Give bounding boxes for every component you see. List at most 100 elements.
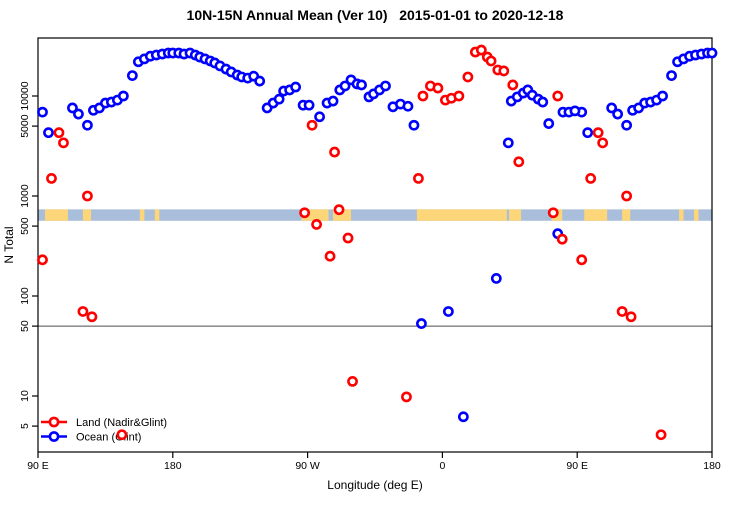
data-point-ocean: [314, 111, 325, 123]
data-point-ocean: [303, 99, 315, 111]
axes-group: [32, 37, 713, 458]
data-point-ocean: [537, 96, 549, 108]
data-point-land: [432, 82, 444, 94]
band-land-segment: [416, 209, 507, 221]
data-point-ocean: [43, 127, 54, 139]
legend-item-label: Ocean (Glint): [76, 432, 141, 444]
y-tick-label: 5: [19, 423, 31, 429]
data-point-ocean: [126, 70, 138, 81]
y-tick-label: 10: [19, 390, 31, 402]
legend: Land (Nadir&Glint) Ocean (Glint): [41, 416, 167, 444]
data-point-ocean: [490, 272, 502, 284]
data-point-ocean: [402, 100, 414, 112]
data-point-land: [475, 44, 487, 56]
data-point-land: [616, 306, 628, 317]
data-point-ocean: [657, 90, 668, 102]
data-point-land: [498, 65, 510, 77]
data-point-ocean: [621, 119, 633, 131]
band-land-segment: [301, 209, 329, 221]
data-point-ocean: [442, 306, 454, 317]
data-point-ocean: [82, 119, 93, 131]
data-point-land: [401, 391, 412, 403]
data-point-land: [77, 306, 89, 317]
data-point-ocean: [569, 105, 581, 117]
data-point-ocean: [327, 95, 339, 107]
data-point-ocean: [582, 127, 594, 139]
band-land-segment: [45, 209, 68, 221]
data-point-land: [306, 119, 318, 131]
data-points: [37, 44, 718, 441]
data-point-land: [37, 254, 48, 266]
data-point-land: [82, 190, 93, 202]
band-land-segment: [679, 209, 684, 221]
data-point-ocean: [67, 102, 78, 114]
data-point-land: [552, 90, 564, 102]
data-point-land: [333, 204, 345, 216]
band-land-segment: [509, 209, 522, 221]
legend-marker: [48, 431, 60, 442]
data-point-land: [342, 232, 354, 244]
data-point-land: [453, 90, 465, 102]
data-point-land: [621, 190, 633, 202]
data-point-ocean: [254, 75, 266, 87]
x-axis-label: Longitude (deg E): [327, 478, 422, 492]
data-point-ocean: [408, 119, 420, 131]
y-tick-label: 50: [19, 320, 31, 332]
data-point-land: [625, 311, 637, 323]
data-point-ocean: [416, 318, 427, 329]
data-point-land: [507, 79, 519, 91]
data-point-land: [53, 127, 65, 139]
data-point-ocean: [73, 108, 84, 120]
data-point-ocean: [290, 81, 302, 93]
x-tick-label: 90 W: [295, 460, 320, 472]
y-tick-label: 10000: [19, 81, 31, 110]
legend-item-label: Land (Nadir&Glint): [76, 417, 167, 429]
data-point-ocean: [612, 108, 624, 120]
data-point-ocean: [543, 118, 555, 129]
tick-label-group: 90 E 180 90 W 0 90 E 180 5 10 50 100 500 1000 5000 10…: [19, 81, 721, 472]
data-point-land: [597, 137, 609, 149]
data-point-ocean: [706, 47, 718, 59]
data-point-land: [556, 233, 568, 245]
band-land-segment: [584, 209, 608, 221]
band-land-segment: [694, 209, 699, 221]
y-tick-label: 1000: [19, 184, 31, 208]
data-point-ocean: [339, 80, 351, 92]
data-point-land: [576, 254, 588, 266]
data-point-land: [116, 429, 128, 441]
data-point-land: [347, 375, 358, 387]
data-point-land: [86, 311, 98, 323]
data-point-ocean: [606, 102, 618, 114]
y-tick-label: 5000: [19, 114, 31, 138]
data-point-land: [324, 250, 336, 262]
y-tick-label: 100: [19, 287, 31, 305]
x-tick-label: 90 E: [566, 460, 588, 472]
data-point-land: [513, 156, 525, 168]
band-land-segment: [154, 209, 160, 221]
data-point-ocean: [117, 90, 129, 102]
data-point-land: [485, 55, 497, 67]
data-point-land: [592, 127, 604, 139]
data-point-ocean: [502, 137, 514, 149]
x-tick-label: 90 E: [27, 460, 49, 472]
data-point-land: [46, 172, 57, 184]
band-land-segment: [622, 209, 631, 221]
plot-box: [37, 37, 713, 453]
x-tick-label: 180: [164, 460, 182, 472]
y-axis-label: N Total: [2, 226, 16, 263]
data-point-ocean: [380, 80, 391, 92]
data-point-land: [329, 146, 340, 158]
x-tick-label: 0: [439, 460, 445, 472]
band-ocean: [38, 209, 712, 221]
data-point-ocean: [37, 106, 48, 118]
data-point-ocean: [273, 93, 285, 105]
data-point-land: [655, 429, 667, 441]
band-land-segment: [82, 209, 92, 221]
data-point-land: [311, 218, 322, 230]
land-ocean-band: [38, 209, 712, 221]
y-tick-label: 500: [19, 217, 31, 235]
data-point-land: [547, 207, 559, 219]
x-tick-label: 180: [703, 460, 721, 472]
